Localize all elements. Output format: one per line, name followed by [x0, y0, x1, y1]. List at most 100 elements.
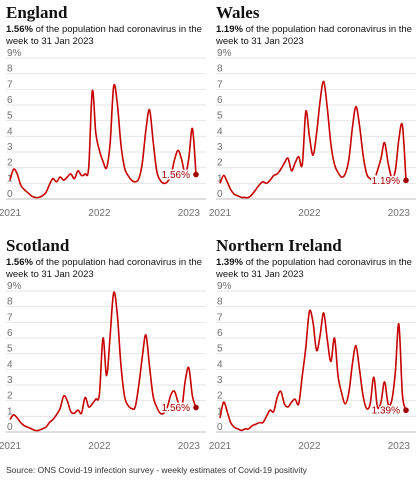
line-chart-wales: 0 1 2 3 4 5 6 7 8 9% 2021 2022 2023 1.19%	[209, 48, 416, 219]
end-value-label: 1.56%	[162, 403, 190, 414]
y-tick: 3	[6, 375, 206, 386]
y-tick-label: 9%	[217, 281, 232, 292]
y-tick: 0	[6, 422, 206, 433]
subtitle-text: of the population had coronavirus in the…	[216, 257, 412, 280]
y-tick-label: 7	[7, 312, 13, 323]
y-tick-label: 9%	[7, 48, 22, 59]
x-tick-label: 2023	[178, 208, 201, 219]
x-tick-label: 2021	[209, 208, 232, 219]
x-tick-label: 2021	[0, 441, 22, 452]
x-tick-label: 2022	[298, 208, 321, 219]
y-tick-label: 9%	[7, 281, 22, 292]
y-tick-label: 8	[217, 297, 223, 308]
end-value-label: 1.39%	[372, 406, 400, 417]
y-tick-label: 1	[217, 173, 223, 184]
y-tick: 9%	[216, 48, 416, 59]
source-note: Source: ONS Covid-19 infection survey - …	[6, 465, 307, 475]
chart-title: Northern Ireland	[216, 236, 342, 255]
y-tick-label: 1	[7, 406, 13, 417]
chart-subtitle: 1.56% of the population had coronavirus …	[6, 257, 206, 281]
chart-title: Wales	[216, 3, 260, 22]
y-tick: 9%	[6, 281, 206, 292]
x-tick-label: 2022	[298, 441, 321, 452]
end-point-marker	[193, 171, 199, 178]
y-tick-label: 6	[217, 328, 223, 339]
y-tick-label: 5	[217, 111, 223, 122]
y-tick: 6	[216, 95, 416, 106]
y-tick: 5	[6, 344, 206, 355]
series-line	[9, 291, 197, 432]
y-tick-label: 7	[217, 79, 223, 90]
end-value-label: 1.56%	[162, 170, 190, 181]
y-tick: 5	[216, 344, 416, 355]
chart-panel-northern-ireland: Northern Ireland 1.39% of the population…	[209, 236, 418, 461]
chart-panel-scotland: Scotland 1.56% of the population had cor…	[0, 236, 211, 461]
y-tick: 9%	[216, 281, 416, 292]
chart-title: England	[6, 3, 68, 22]
y-tick-label: 7	[217, 312, 223, 323]
y-tick: 8	[6, 297, 206, 308]
y-tick: 1	[216, 406, 416, 417]
y-tick: 6	[6, 95, 206, 106]
y-tick: 0	[6, 189, 206, 200]
y-tick-label: 2	[217, 158, 223, 169]
line-chart-scotland: 0 1 2 3 4 5 6 7 8 9% 2021 2022 2023 1.56%	[0, 281, 206, 452]
y-tick-label: 5	[7, 111, 13, 122]
x-tick-label: 2022	[88, 441, 111, 452]
y-tick-label: 4	[7, 359, 13, 370]
chart-panel-england: England 1.56% of the population had coro…	[0, 3, 211, 228]
y-tick: 0	[216, 189, 416, 200]
chart-subtitle: 1.19% of the population had coronavirus …	[216, 24, 416, 48]
subtitle-value: 1.19%	[216, 24, 243, 35]
chart-title: Scotland	[6, 236, 70, 255]
subtitle-value: 1.56%	[6, 257, 33, 268]
y-tick: 5	[6, 111, 206, 122]
subtitle-text: of the population had coronavirus in the…	[216, 24, 412, 47]
end-point-marker	[193, 404, 199, 411]
y-tick-label: 8	[7, 64, 13, 75]
y-tick-label: 6	[217, 95, 223, 106]
y-tick: 7	[6, 79, 206, 90]
y-tick-label: 1	[217, 406, 223, 417]
y-tick: 6	[6, 328, 206, 339]
y-tick-label: 5	[217, 344, 223, 355]
y-tick-label: 2	[7, 391, 13, 402]
y-tick-label: 2	[7, 158, 13, 169]
chart-panel-wales: Wales 1.19% of the population had corona…	[209, 3, 418, 228]
x-tick-label: 2022	[88, 208, 111, 219]
y-tick-label: 7	[7, 79, 13, 90]
y-tick: 4	[6, 126, 206, 137]
end-point-marker	[403, 407, 409, 414]
y-tick-label: 8	[217, 64, 223, 75]
x-tick-label: 2021	[0, 208, 22, 219]
x-tick-label: 2023	[388, 441, 411, 452]
y-tick: 2	[216, 158, 416, 169]
y-tick-label: 8	[7, 297, 13, 308]
y-tick: 1	[6, 406, 206, 417]
line-chart-northern-ireland: 0 1 2 3 4 5 6 7 8 9% 2021 2022 2023 1.39%	[209, 281, 416, 452]
y-tick: 7	[216, 79, 416, 90]
y-tick: 6	[216, 328, 416, 339]
y-tick: 8	[216, 297, 416, 308]
series-line	[219, 309, 407, 432]
y-tick: 7	[216, 312, 416, 323]
y-tick-label: 3	[7, 142, 13, 153]
end-value-label: 1.19%	[372, 176, 400, 187]
y-tick: 7	[6, 312, 206, 323]
subtitle-text: of the population had coronavirus in the…	[6, 257, 202, 280]
y-tick-label: 4	[217, 359, 223, 370]
y-tick-label: 0	[217, 422, 223, 433]
y-tick-label: 9%	[217, 48, 232, 59]
subtitle-text: of the population had coronavirus in the…	[6, 24, 202, 47]
y-tick: 0	[216, 422, 416, 433]
y-tick: 9%	[6, 48, 206, 59]
x-tick-label: 2023	[178, 441, 201, 452]
y-tick: 3	[216, 375, 416, 386]
y-tick: 1	[216, 173, 416, 184]
end-point-marker	[403, 177, 409, 184]
y-tick-label: 4	[217, 126, 223, 137]
subtitle-value: 1.39%	[216, 257, 243, 268]
chart-subtitle: 1.56% of the population had coronavirus …	[6, 24, 206, 48]
y-tick-label: 6	[7, 328, 13, 339]
